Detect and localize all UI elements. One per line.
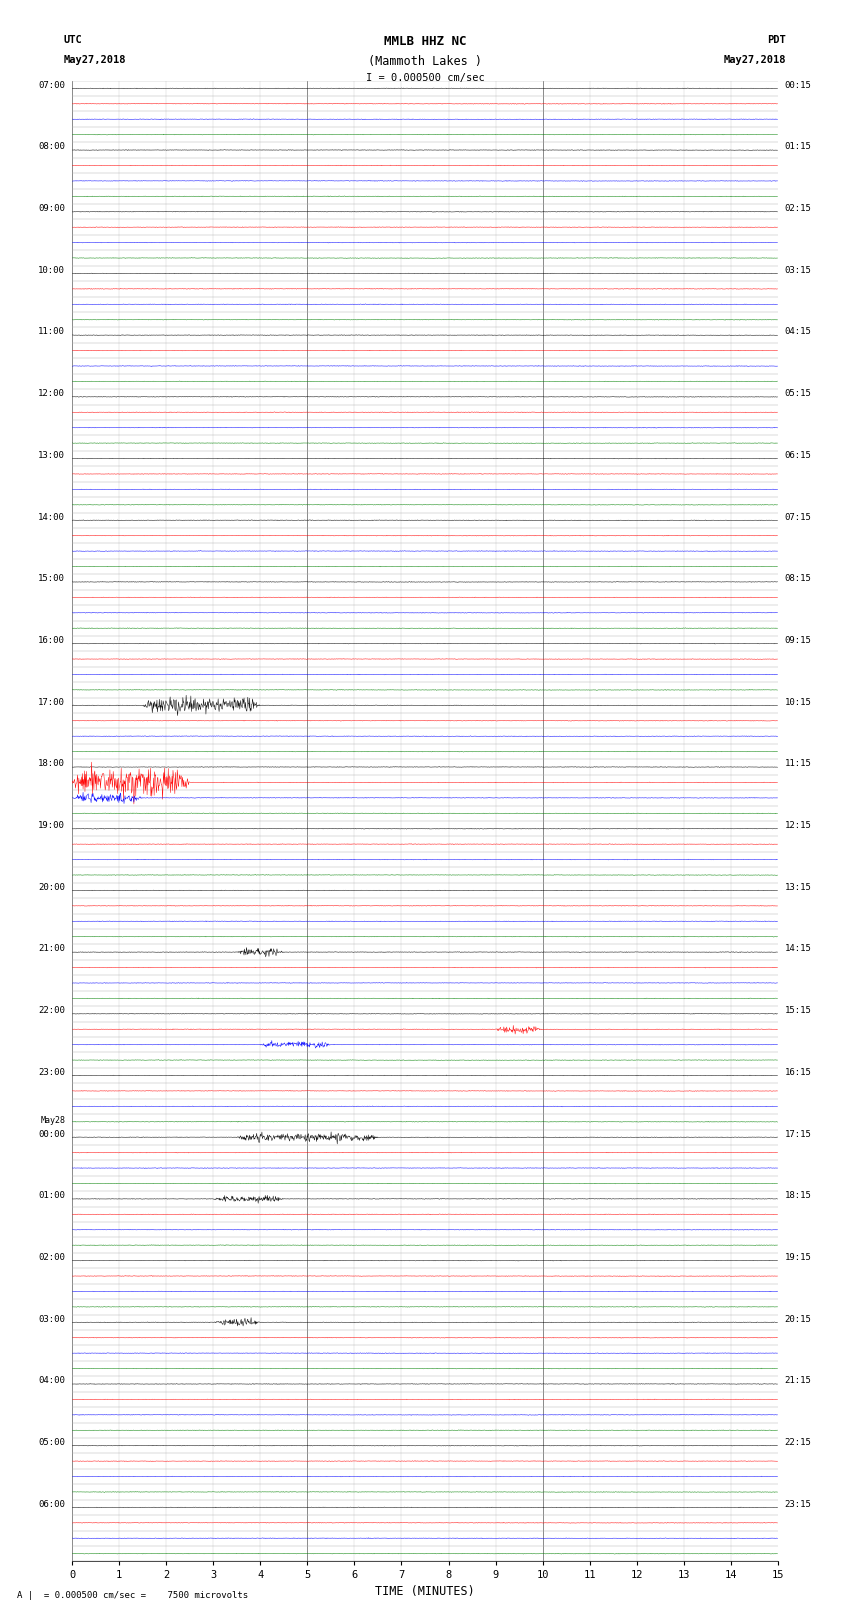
Text: 12:00: 12:00 — [38, 389, 65, 398]
Text: 21:15: 21:15 — [785, 1376, 812, 1386]
Text: 15:00: 15:00 — [38, 574, 65, 584]
Text: 14:00: 14:00 — [38, 513, 65, 521]
Text: 17:00: 17:00 — [38, 698, 65, 706]
Text: 03:15: 03:15 — [785, 266, 812, 274]
Text: 16:15: 16:15 — [785, 1068, 812, 1077]
Text: 05:15: 05:15 — [785, 389, 812, 398]
Text: 10:00: 10:00 — [38, 266, 65, 274]
Text: 04:00: 04:00 — [38, 1376, 65, 1386]
Text: 15:15: 15:15 — [785, 1007, 812, 1015]
Text: 20:15: 20:15 — [785, 1315, 812, 1324]
Text: 07:00: 07:00 — [38, 81, 65, 90]
Text: A |  = 0.000500 cm/sec =    7500 microvolts: A | = 0.000500 cm/sec = 7500 microvolts — [17, 1590, 248, 1600]
Text: 23:15: 23:15 — [785, 1500, 812, 1508]
Text: 19:15: 19:15 — [785, 1253, 812, 1261]
Text: MMLB HHZ NC: MMLB HHZ NC — [383, 35, 467, 48]
Text: May28: May28 — [40, 1116, 65, 1124]
Text: 16:00: 16:00 — [38, 636, 65, 645]
Text: 04:15: 04:15 — [785, 327, 812, 337]
Text: 01:00: 01:00 — [38, 1190, 65, 1200]
Text: 09:00: 09:00 — [38, 205, 65, 213]
Text: 05:00: 05:00 — [38, 1439, 65, 1447]
Text: 01:15: 01:15 — [785, 142, 812, 152]
Text: 12:15: 12:15 — [785, 821, 812, 831]
Text: PDT: PDT — [768, 35, 786, 45]
Text: UTC: UTC — [64, 35, 82, 45]
Text: 17:15: 17:15 — [785, 1129, 812, 1139]
Text: 13:15: 13:15 — [785, 882, 812, 892]
Text: 19:00: 19:00 — [38, 821, 65, 831]
Text: 11:00: 11:00 — [38, 327, 65, 337]
Text: 11:15: 11:15 — [785, 760, 812, 768]
Text: 21:00: 21:00 — [38, 945, 65, 953]
Text: 22:15: 22:15 — [785, 1439, 812, 1447]
Text: 14:15: 14:15 — [785, 945, 812, 953]
Text: 03:00: 03:00 — [38, 1315, 65, 1324]
Text: May27,2018: May27,2018 — [64, 55, 127, 65]
X-axis label: TIME (MINUTES): TIME (MINUTES) — [375, 1584, 475, 1597]
Text: 02:00: 02:00 — [38, 1253, 65, 1261]
Text: May27,2018: May27,2018 — [723, 55, 786, 65]
Text: 06:15: 06:15 — [785, 452, 812, 460]
Text: 18:00: 18:00 — [38, 760, 65, 768]
Text: 10:15: 10:15 — [785, 698, 812, 706]
Text: 20:00: 20:00 — [38, 882, 65, 892]
Text: 18:15: 18:15 — [785, 1190, 812, 1200]
Text: 22:00: 22:00 — [38, 1007, 65, 1015]
Text: I = 0.000500 cm/sec: I = 0.000500 cm/sec — [366, 73, 484, 82]
Text: (Mammoth Lakes ): (Mammoth Lakes ) — [368, 55, 482, 68]
Text: 06:00: 06:00 — [38, 1500, 65, 1508]
Text: 13:00: 13:00 — [38, 452, 65, 460]
Text: 23:00: 23:00 — [38, 1068, 65, 1077]
Text: 00:15: 00:15 — [785, 81, 812, 90]
Text: 02:15: 02:15 — [785, 205, 812, 213]
Text: 08:15: 08:15 — [785, 574, 812, 584]
Text: 07:15: 07:15 — [785, 513, 812, 521]
Text: 09:15: 09:15 — [785, 636, 812, 645]
Text: 00:00: 00:00 — [38, 1129, 65, 1139]
Text: 08:00: 08:00 — [38, 142, 65, 152]
